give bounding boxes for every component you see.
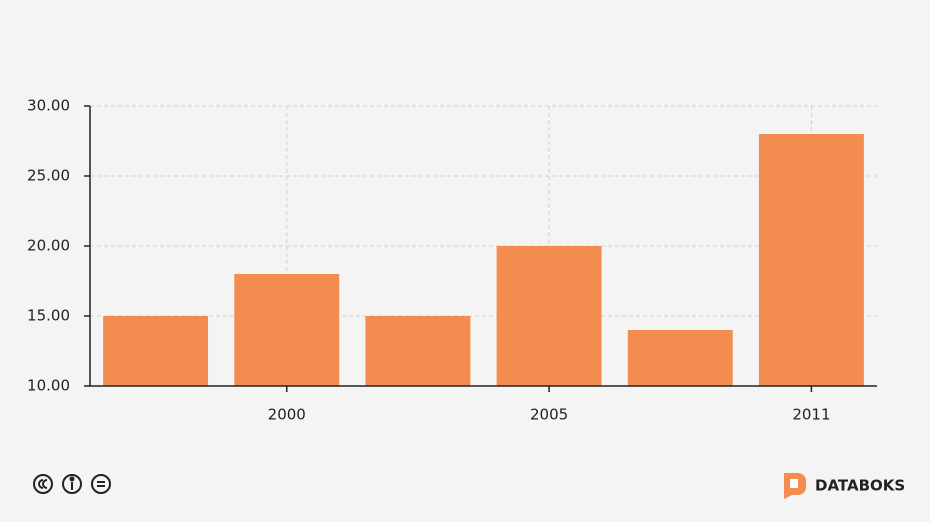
y-tick-label: 15.00 (27, 307, 70, 325)
x-tick-label: 2005 (530, 406, 568, 424)
y-tick-label: 10.00 (27, 377, 70, 395)
bar (365, 316, 471, 386)
y-tick-label: 25.00 (27, 167, 70, 185)
license-icons (33, 474, 111, 494)
bar (758, 134, 864, 386)
bar (234, 274, 340, 386)
x-tick-label: 2000 (268, 406, 306, 424)
bar (103, 316, 209, 386)
bar (627, 330, 733, 386)
y-tick-label: 30.00 (27, 97, 70, 115)
brand-logo: DATABOKS (784, 473, 905, 499)
brand-name: DATABOKS (815, 477, 905, 495)
y-tick-label: 20.00 (27, 237, 70, 255)
bar (496, 246, 602, 386)
x-tick-label: 2011 (792, 406, 830, 424)
